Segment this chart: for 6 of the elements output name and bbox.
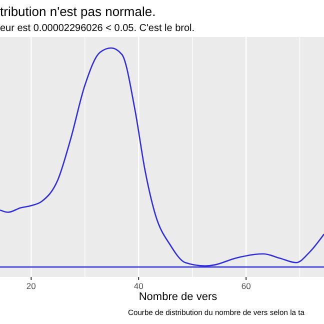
chart-title: tribution n'est pas normale. xyxy=(0,4,156,19)
x-tick-label: 40 xyxy=(134,281,144,291)
x-axis-title: Nombre de vers xyxy=(138,291,218,303)
x-tick-label: 60 xyxy=(241,281,252,291)
chart-subtitle: eur est 0.00002296026 < 0.05. C'est le brol. xyxy=(0,23,195,34)
x-tick-label: 20 xyxy=(26,281,36,291)
